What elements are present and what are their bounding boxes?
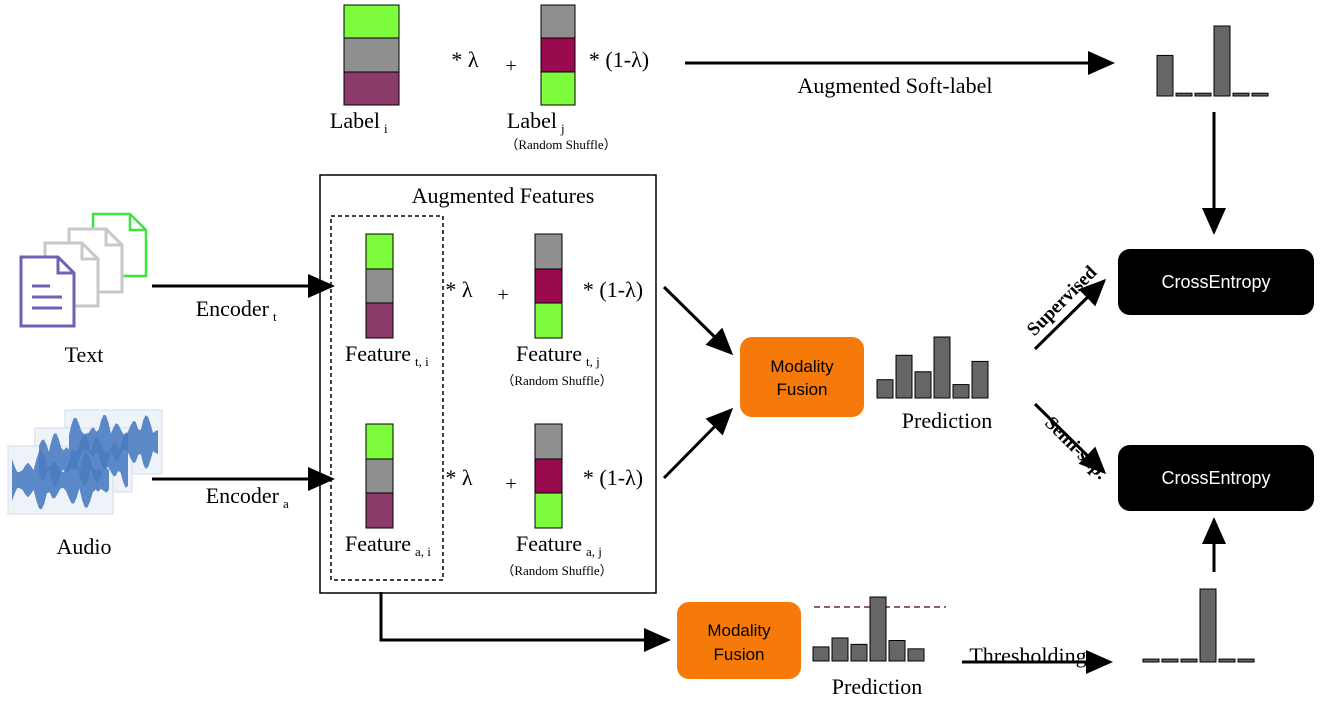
encoder-a-caption: Encoder <box>206 483 280 508</box>
prediction-bar <box>895 354 913 399</box>
audio-feature-to-fusion-arrow <box>662 407 734 480</box>
label-j-caption: Label <box>507 108 557 133</box>
prediction-histogram <box>876 336 989 399</box>
feature-a-plus: + <box>505 473 516 495</box>
feature-t-plus: + <box>497 284 508 306</box>
modality-fusion-bottom-line1: Modality <box>707 621 771 640</box>
prediction-bar <box>971 360 989 399</box>
pseudo-label-bar <box>1161 658 1179 663</box>
document-stack-icon <box>19 212 148 328</box>
thresholding-caption: Thresholding <box>969 643 1086 668</box>
modality-fusion-main <box>740 337 864 417</box>
soft-label-caption: Augmented Soft-label <box>798 73 993 98</box>
audio-input-label: Audio <box>57 534 112 559</box>
feature-a-i-subscript: a, i <box>415 544 431 559</box>
feature-t-i-subscript: t, i <box>415 354 429 369</box>
encoder-a-subscript: a <box>283 496 289 511</box>
prediction-bar <box>933 336 951 399</box>
augmented-features-title: Augmented Features <box>412 183 595 208</box>
cross-entropy-semisup-label: CrossEntropy <box>1161 468 1270 488</box>
feature-a-j-subscript: a, j <box>586 544 602 559</box>
modality-fusion-main-line2: Fusion <box>776 380 827 399</box>
feature-a-mult-one-minus-lambda: * (1-λ) <box>583 465 643 490</box>
soft-label-bar <box>1194 92 1212 97</box>
supervised-label: Supervised <box>1023 262 1102 341</box>
bottom-prediction-bar <box>907 648 925 662</box>
encoder-t-caption: Encoder <box>196 296 270 321</box>
bottom-prediction-bar <box>831 637 849 662</box>
bottom-prediction-bar <box>869 596 887 662</box>
prediction-bar <box>914 371 932 399</box>
bottom-prediction-bar <box>888 640 906 662</box>
bottom-prediction-bar <box>850 643 868 662</box>
raw-features-to-fusion-arrow <box>379 592 671 652</box>
modality-fusion-main-line1: Modality <box>770 357 834 376</box>
feature-t-mult-one-minus-lambda: * (1-λ) <box>583 277 643 302</box>
feature-a-j-caption: Feature <box>516 531 582 556</box>
modality-fusion-bottom <box>677 602 801 679</box>
pseudo-label-bar <box>1199 588 1217 663</box>
label-j-shuffle-note: （Random Shuffle） <box>505 137 616 152</box>
pseudo-label-bar <box>1218 658 1236 663</box>
source-features-dashed-group <box>330 215 444 581</box>
feature-t-j-subscript: t, j <box>586 354 600 369</box>
pseudo-label-bar <box>1142 658 1160 663</box>
encoder-t-subscript: t <box>273 309 277 324</box>
pseudo-label-bar <box>1237 658 1255 663</box>
soft-label-bar <box>1232 92 1250 97</box>
top-plus: + <box>505 55 516 77</box>
cross-entropy-supervised-label: CrossEntropy <box>1161 272 1270 292</box>
semisup-label: Semi-sup. <box>1040 413 1111 484</box>
pseudo-label-histogram <box>1142 588 1255 663</box>
feature-t-j-caption: Feature <box>516 341 582 366</box>
text-input-label: Text <box>65 342 104 367</box>
soft-label-bar <box>1175 92 1193 97</box>
label-i-vector <box>343 4 400 106</box>
soft-label-bar <box>1213 25 1231 97</box>
prediction-caption: Prediction <box>902 408 992 433</box>
bottom-prediction-histogram <box>812 596 925 662</box>
feature-t-mult-lambda: * λ <box>445 277 473 302</box>
feature-t-j-shuffle-note: （Random Shuffle） <box>501 373 612 388</box>
feature-a-mult-lambda: * λ <box>445 465 473 490</box>
prediction-bar <box>876 379 894 399</box>
top-mult-lambda: * λ <box>451 47 479 72</box>
supervised-arrow <box>1033 278 1107 351</box>
feature-t-j-vector <box>534 233 563 339</box>
soft-label-histogram <box>1156 25 1269 97</box>
soft-label-bar <box>1156 54 1174 97</box>
modality-fusion-bottom-line2: Fusion <box>713 645 764 664</box>
feature-t-i-caption: Feature <box>345 341 411 366</box>
feature-a-i-vector <box>365 423 394 529</box>
waveform-shape <box>69 414 158 470</box>
pseudo-label-bar <box>1180 658 1198 663</box>
soft-label-bar <box>1251 92 1269 97</box>
top-mult-one-minus-lambda: * (1-λ) <box>589 47 649 72</box>
feature-a-j-shuffle-note: （Random Shuffle） <box>501 563 612 578</box>
cross-entropy-supervised-box <box>1118 249 1314 315</box>
augmented-features-box <box>319 174 657 594</box>
label-j-subscript: j <box>560 121 565 136</box>
label-i-subscript: i <box>384 121 388 136</box>
cross-entropy-semisup-box <box>1118 445 1314 511</box>
bottom-prediction-caption: Prediction <box>832 674 922 699</box>
semisup-arrow <box>1033 402 1107 475</box>
label-i-caption: Label <box>330 108 380 133</box>
bottom-prediction-bar <box>812 646 830 662</box>
text-feature-to-fusion-arrow <box>662 285 734 356</box>
feature-t-i-vector <box>365 233 394 339</box>
waveform-shape <box>12 450 109 510</box>
feature-a-j-vector <box>534 423 563 529</box>
waveform-stack-icon <box>7 409 163 515</box>
prediction-bar <box>952 384 970 399</box>
feature-a-i-caption: Feature <box>345 531 411 556</box>
label-j-vector <box>540 4 576 106</box>
